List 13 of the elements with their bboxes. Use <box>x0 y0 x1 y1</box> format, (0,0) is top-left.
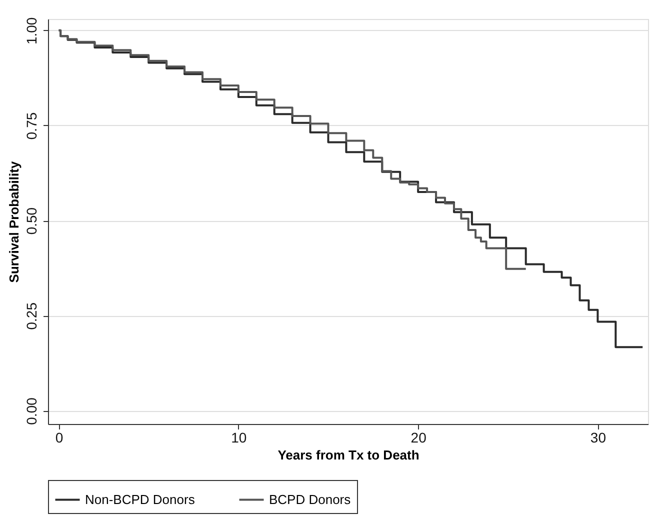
y-tick-label: 0.50 <box>24 207 40 235</box>
x-tick-label: 0 <box>55 430 64 446</box>
x-axis-title: Years from Tx to Death <box>278 448 420 462</box>
x-tick-label: 10 <box>231 430 247 446</box>
y-tick-label: 0.00 <box>24 397 40 425</box>
y-tick-label: 0.75 <box>24 112 40 140</box>
legend-label: Non-BCPD Donors <box>85 492 196 507</box>
x-tick-label: 30 <box>590 430 606 446</box>
x-tick-label: 20 <box>410 430 427 446</box>
y-tick-label: 1.00 <box>24 17 40 45</box>
y-tick-label: 0.25 <box>24 302 40 330</box>
y-axis-title: Survival Probability <box>6 160 22 283</box>
legend-label: BCPD Donors <box>269 492 352 507</box>
